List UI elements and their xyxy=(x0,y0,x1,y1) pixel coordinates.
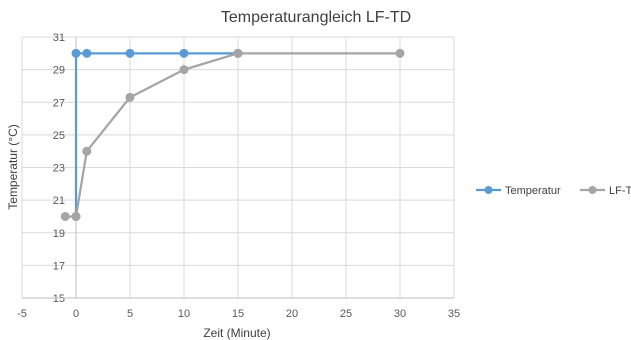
data-point xyxy=(82,146,92,156)
y-tick-label: 21 xyxy=(53,195,65,207)
series-lf-td xyxy=(60,48,405,221)
data-point xyxy=(395,48,405,58)
y-axis-title: Temperatur (°C) xyxy=(6,124,20,209)
y-tick-label: 23 xyxy=(53,163,65,175)
legend-label: LF-TD xyxy=(609,185,631,197)
data-point xyxy=(179,65,189,75)
data-point xyxy=(125,92,135,102)
y-tick-label: 19 xyxy=(53,228,65,240)
data-point xyxy=(60,211,70,221)
y-tick-label: 17 xyxy=(53,260,65,272)
data-point xyxy=(71,48,81,58)
legend-label: Temperatur xyxy=(505,185,561,197)
x-tick-label: 30 xyxy=(394,308,406,320)
data-point xyxy=(82,48,92,58)
axes: -5 0 5 10 15 20 25 30 35 15 17 19 21 23 25 27 29 31 xyxy=(17,32,460,320)
x-tick-label: 20 xyxy=(286,308,298,320)
x-tick-label: 5 xyxy=(127,308,133,320)
y-tick-label: 29 xyxy=(53,65,65,77)
data-point xyxy=(179,48,189,58)
data-point xyxy=(71,211,81,221)
x-tick-label: 0 xyxy=(73,308,79,320)
legend-swatch-marker xyxy=(588,186,597,194)
legend-swatch-marker xyxy=(484,186,493,194)
x-tick-label: 25 xyxy=(340,308,352,320)
legend-item: LF-TD xyxy=(580,185,631,197)
x-tick-label: 10 xyxy=(178,308,190,320)
data-point xyxy=(125,48,135,58)
chart-title: Temperaturangleich LF-TD xyxy=(221,9,411,26)
series-layer xyxy=(60,48,405,221)
data-point xyxy=(233,48,243,58)
legend-item: Temperatur xyxy=(476,185,561,197)
y-tick-label: 25 xyxy=(53,130,65,142)
series-line xyxy=(74,52,238,217)
x-tick-label: 15 xyxy=(232,308,244,320)
x-axis-title: Zeit (Minute) xyxy=(203,326,270,340)
gridlines xyxy=(21,36,455,299)
y-tick-label: 15 xyxy=(53,293,65,305)
x-tick-label: 35 xyxy=(448,308,460,320)
legend: Temperatur LF-TD xyxy=(476,185,631,197)
x-tick-label: -5 xyxy=(17,308,27,320)
y-tick-label: 27 xyxy=(53,97,65,109)
y-tick-label: 31 xyxy=(53,32,65,44)
